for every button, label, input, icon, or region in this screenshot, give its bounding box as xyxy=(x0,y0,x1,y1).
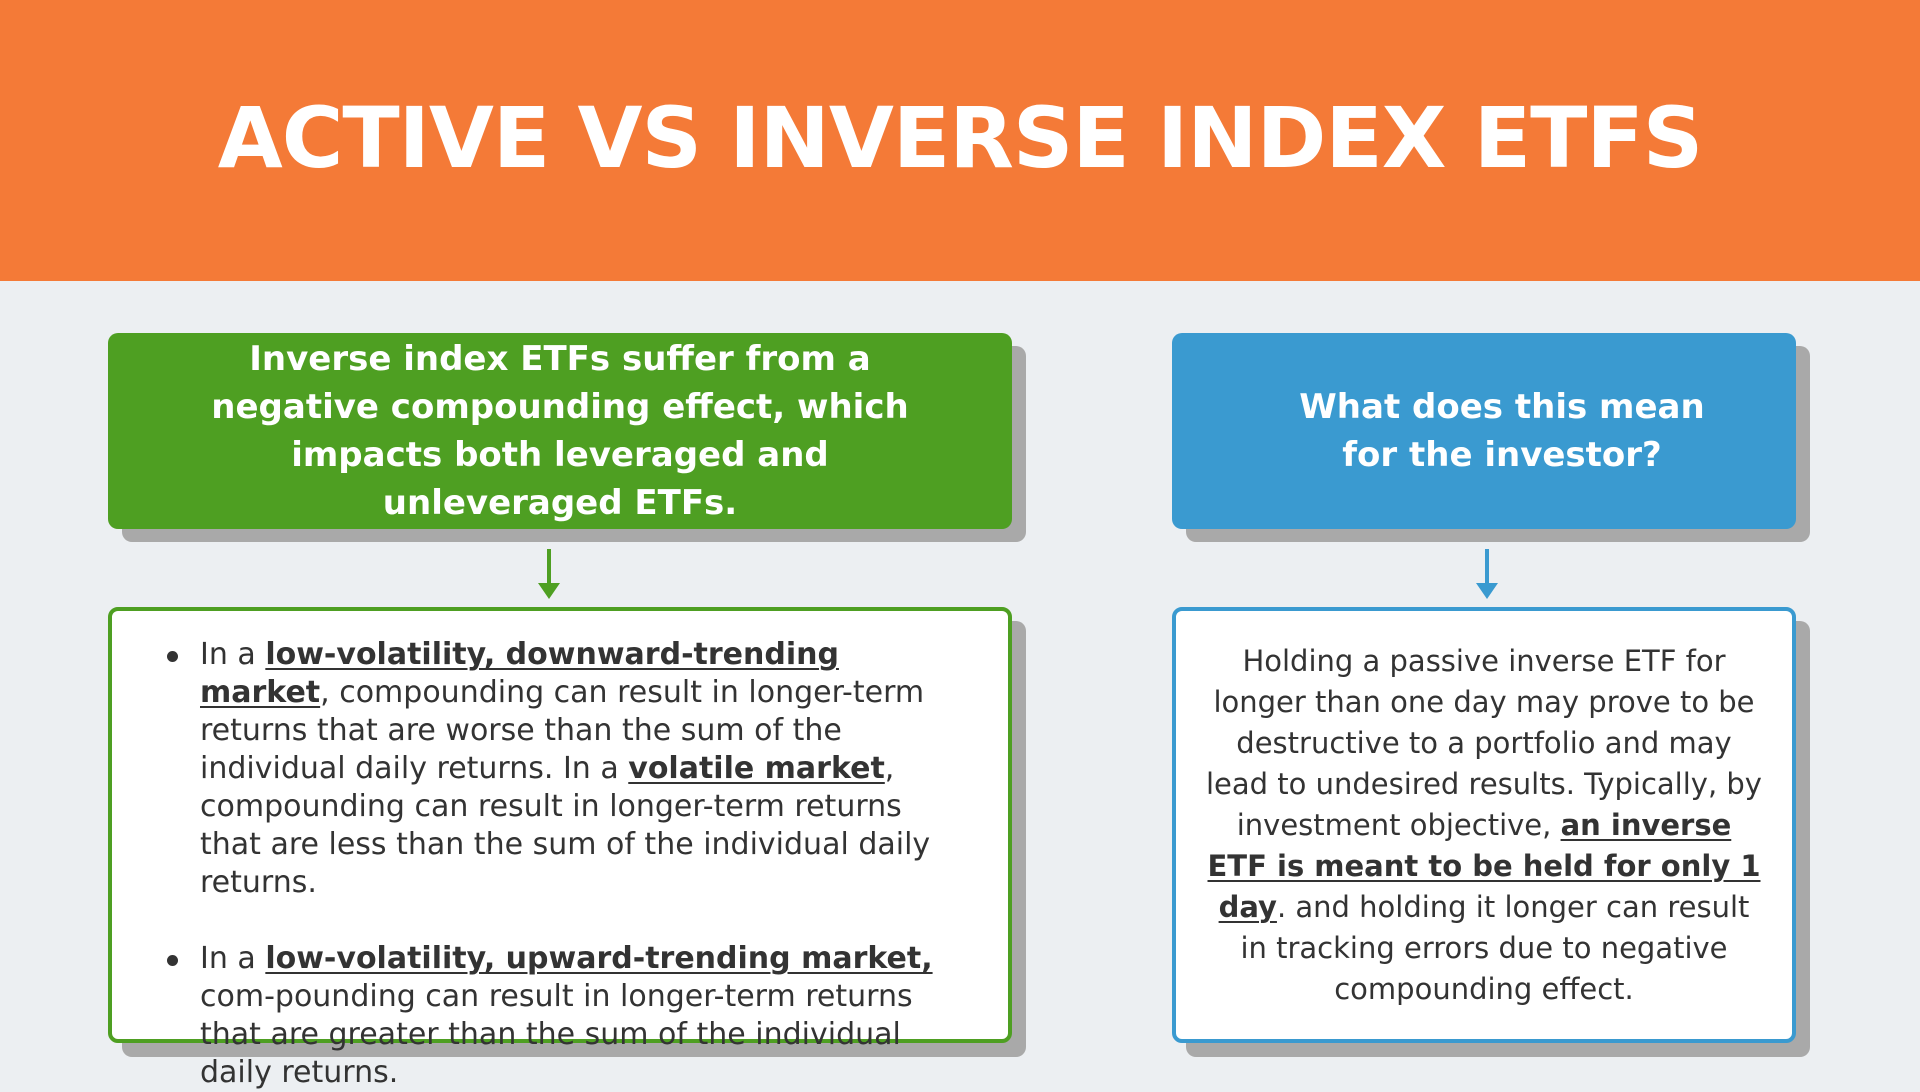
page-title: ACTIVE VS INVERSE INDEX ETFS xyxy=(217,88,1704,187)
bullet-item-downward: In a low-volatility, downward-trending m… xyxy=(167,636,957,902)
bullet-dot xyxy=(167,955,178,966)
highlight-upward-market: low-volatility, upward-trending market, xyxy=(265,941,933,976)
highlight-downward-market: low-volatility, downward-trending market xyxy=(200,637,839,710)
green-heading-box: Inverse index ETFs suffer from a negativ… xyxy=(108,333,1012,529)
green-body-box: In a low-volatility, downward-trending m… xyxy=(108,607,1012,1090)
highlight-held-one-day: an inverse ETF is meant to be held for o… xyxy=(1207,808,1761,924)
highlight-volatile-market: volatile market xyxy=(628,751,885,786)
green-heading-text: Inverse index ETFs suffer from a negativ… xyxy=(211,339,909,523)
title-banner: ACTIVE VS INVERSE INDEX ETFS xyxy=(0,0,1920,281)
blue-body-box: Holding a passive inverse ETF for longer… xyxy=(1172,607,1796,1043)
bullet-item-upward: In a low-volatility, upward-trending mar… xyxy=(167,940,957,1092)
blue-heading-box: What does this mean for the investor? xyxy=(1172,333,1796,529)
bullet-list: In a low-volatility, downward-trending m… xyxy=(167,636,957,1092)
blue-heading-text: What does this mean for the investor? xyxy=(1299,387,1705,475)
blue-arrow-down-icon xyxy=(1476,549,1498,599)
green-arrow-down-icon xyxy=(538,549,560,599)
investor-explanation-text: Holding a passive inverse ETF for longer… xyxy=(1206,644,1762,1006)
bullet-dot xyxy=(167,651,178,662)
